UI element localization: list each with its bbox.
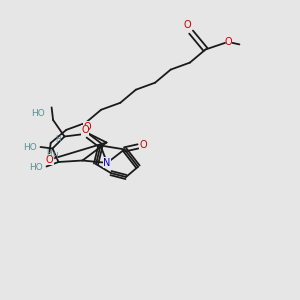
Text: H: H: [55, 135, 61, 144]
Text: HO: HO: [23, 142, 37, 152]
Text: HO: HO: [29, 164, 43, 172]
Text: O: O: [46, 155, 54, 165]
Text: HO: HO: [31, 109, 45, 118]
Text: H: H: [46, 149, 52, 158]
Text: O: O: [140, 140, 147, 150]
Text: H: H: [52, 152, 58, 161]
Text: O: O: [83, 122, 91, 132]
Text: O: O: [81, 125, 89, 136]
Text: O: O: [225, 37, 232, 47]
Text: N: N: [103, 158, 111, 168]
Text: O: O: [184, 20, 191, 31]
